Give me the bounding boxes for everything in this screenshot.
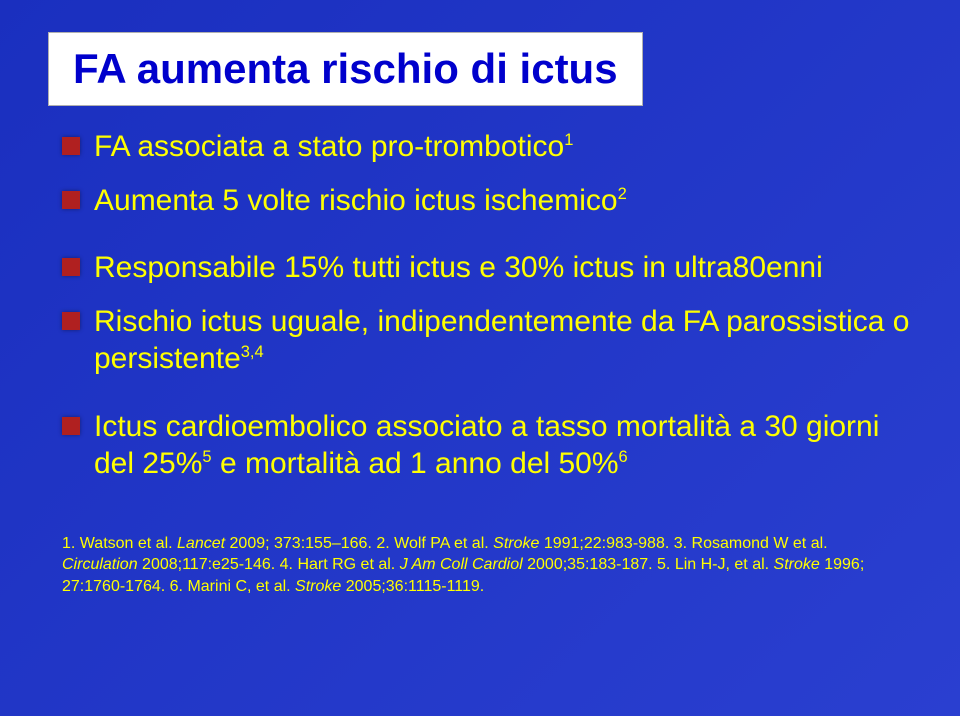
bullet-text-main: Rischio ictus uguale, indipendentemente … <box>94 305 910 376</box>
bullet-marker-icon <box>62 191 80 209</box>
ref-author: Marini C, et al. <box>187 578 295 595</box>
ref-number: 4. <box>280 556 298 573</box>
ref-author: Lin H-J, et al. <box>675 556 774 573</box>
bullet-item: Rischio ictus uguale, indipendentemente … <box>62 303 912 378</box>
bullet-text: FA associata a stato pro-trombotico1 <box>94 128 573 166</box>
bullet-item: Responsabile 15% tutti ictus e 30% ictus… <box>62 249 912 287</box>
ref-citation: 2005;36:1115-1119. <box>341 578 484 595</box>
ref-citation: 1991;22:983-988. <box>539 535 673 552</box>
superscript: 6 <box>619 448 628 466</box>
ref-journal: J Am Coll Cardiol <box>400 556 523 573</box>
superscript: 3,4 <box>241 343 264 361</box>
bullet-marker-icon <box>62 312 80 330</box>
bullet-marker-icon <box>62 137 80 155</box>
ref-journal: Stroke <box>493 535 539 552</box>
ref-number: 1. <box>62 535 80 552</box>
bullet-marker-icon <box>62 258 80 276</box>
superscript: 2 <box>618 185 627 203</box>
ref-author: Rosamond W et al. <box>692 535 828 552</box>
ref-number: 6. <box>170 578 188 595</box>
ref-author: Hart RG et al. <box>297 556 399 573</box>
slide-title: FA aumenta rischio di ictus <box>48 32 643 106</box>
ref-citation: 2000;35:183-187. <box>523 556 657 573</box>
ref-number: 5. <box>657 556 675 573</box>
bullet-text: Rischio ictus uguale, indipendentemente … <box>94 303 912 378</box>
bullet-list: FA associata a stato pro-trombotico1 Aume… <box>62 128 912 499</box>
bullet-text-main: Aumenta 5 volte rischio ictus ischemico <box>94 184 618 217</box>
superscript: 1 <box>564 131 573 149</box>
bullet-text: Responsabile 15% tutti ictus e 30% ictus… <box>94 249 823 287</box>
ref-journal: Lancet <box>177 535 225 552</box>
ref-number: 2. <box>376 535 394 552</box>
ref-author: Wolf PA et al. <box>394 535 493 552</box>
bullet-item: Aumenta 5 volte rischio ictus ischemico2 <box>62 182 912 220</box>
ref-citation: 2009; 373:155–166. <box>225 535 376 552</box>
ref-journal: Stroke <box>295 578 341 595</box>
slide: FA aumenta rischio di ictus FA associata… <box>0 0 960 716</box>
bullet-text: Aumenta 5 volte rischio ictus ischemico2 <box>94 182 627 220</box>
bullet-text-tail: e mortalità ad 1 anno del 50% <box>212 447 619 480</box>
bullet-text: Ictus cardioembolico associato a tasso m… <box>94 408 912 483</box>
bullet-marker-icon <box>62 417 80 435</box>
ref-citation: 2008;117:e25-146. <box>138 556 280 573</box>
ref-number: 3. <box>674 535 692 552</box>
superscript: 5 <box>202 448 211 466</box>
ref-journal: Stroke <box>774 556 820 573</box>
ref-journal: Circulation <box>62 556 138 573</box>
ref-author: Watson et al. <box>80 535 177 552</box>
references-block: 1. Watson et al. Lancet 2009; 373:155–16… <box>48 533 912 598</box>
bullet-text-main: FA associata a stato pro-trombotico <box>94 130 564 163</box>
bullet-item: Ictus cardioembolico associato a tasso m… <box>62 408 912 483</box>
bullet-item: FA associata a stato pro-trombotico1 <box>62 128 912 166</box>
bullet-text-main: Responsabile 15% tutti ictus e 30% ictus… <box>94 251 823 284</box>
